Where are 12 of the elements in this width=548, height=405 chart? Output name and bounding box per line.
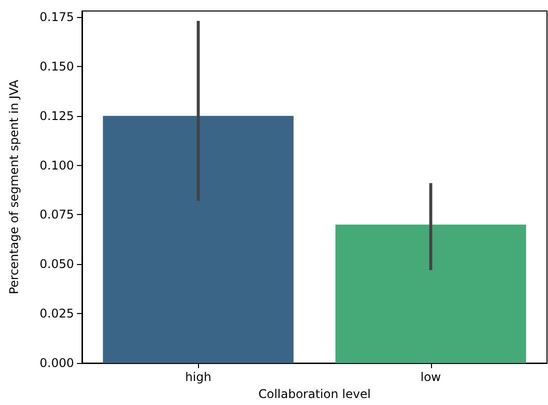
y-tick-label: 0.100 [40, 158, 74, 172]
x-tick-label: high [185, 370, 212, 384]
y-tick-label: 0.150 [40, 59, 74, 74]
y-tick-label: 0.025 [40, 306, 74, 321]
x-tick-label: low [420, 370, 442, 384]
y-axis-title: Percentage of segment spent in JVA [7, 79, 21, 294]
y-tick-label: 0.075 [40, 208, 74, 222]
y-tick-label: 0.000 [40, 356, 74, 370]
y-tick-label: 0.175 [40, 10, 74, 24]
y-tick-label: 0.050 [40, 257, 74, 272]
x-axis-title: Collaboration level [258, 387, 371, 401]
y-tick-label: 0.125 [40, 108, 74, 123]
